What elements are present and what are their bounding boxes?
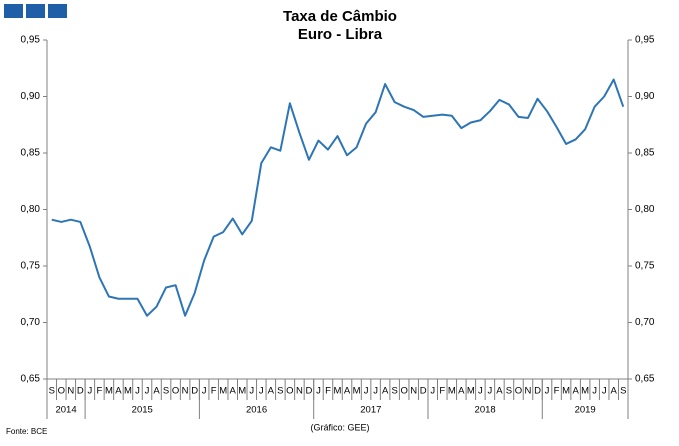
y2-tick-label: 0,75 [635, 261, 655, 272]
x-tick-label: A [611, 386, 618, 397]
credit-note: (Gráfico: GEE) [310, 422, 369, 432]
x-tick-label: F [554, 386, 560, 397]
x-tick-label: D [191, 386, 198, 397]
y2-tick-label: 0,70 [635, 317, 655, 328]
x-tick-label: A [458, 386, 465, 397]
x-tick-label: J [364, 386, 369, 397]
x-tick-label: F [439, 386, 445, 397]
x-tick-label: O [400, 386, 407, 397]
x-tick-label: S [391, 386, 397, 397]
y-tick-label: 0,65 [21, 374, 41, 385]
x-tick-label: A [496, 386, 503, 397]
year-label: 2014 [55, 405, 76, 416]
year-label: 2015 [132, 405, 153, 416]
logo-block [4, 4, 23, 18]
y-tick-label: 0,70 [21, 317, 41, 328]
x-tick-label: J [135, 386, 140, 397]
x-tick-label: J [430, 386, 435, 397]
x-tick-label: M [562, 386, 570, 397]
x-tick-label: J [488, 386, 493, 397]
x-tick-label: A [115, 386, 122, 397]
x-tick-label: A [153, 386, 160, 397]
y-tick-label: 0,85 [21, 148, 41, 159]
source-note: Fonte: BCE [6, 427, 47, 436]
x-tick-label: J [316, 386, 321, 397]
y2-tick-label: 0,95 [635, 35, 655, 46]
x-tick-label: D [305, 386, 312, 397]
x-tick-label: M [581, 386, 589, 397]
year-label: 2017 [360, 405, 381, 416]
x-tick-label: A [382, 386, 389, 397]
x-tick-label: J [87, 386, 92, 397]
x-tick-label: M [448, 386, 456, 397]
x-tick-label: D [420, 386, 427, 397]
y2-tick-label: 0,80 [635, 204, 655, 215]
x-tick-label: M [105, 386, 113, 397]
y2-tick-label: 0,90 [635, 91, 655, 102]
x-tick-label: O [172, 386, 179, 397]
x-tick-label: J [249, 386, 254, 397]
y-tick-label: 0,75 [21, 261, 41, 272]
x-tick-label: A [572, 386, 579, 397]
x-tick-label: D [77, 386, 84, 397]
x-tick-label: J [545, 386, 550, 397]
y2-tick-label: 0,85 [635, 148, 655, 159]
year-label: 2018 [475, 405, 496, 416]
x-tick-label: O [286, 386, 293, 397]
x-tick-label: N [182, 386, 189, 397]
x-tick-label: D [534, 386, 541, 397]
x-tick-label: S [506, 386, 512, 397]
y-tick-label: 0,90 [21, 91, 41, 102]
x-tick-label: M [124, 386, 132, 397]
x-tick-label: O [58, 386, 65, 397]
year-label: 2019 [575, 405, 596, 416]
x-tick-label: J [145, 386, 150, 397]
x-tick-label: M [219, 386, 227, 397]
x-tick-label: M [334, 386, 342, 397]
x-tick-label: J [478, 386, 483, 397]
x-tick-label: J [202, 386, 207, 397]
x-tick-label: J [602, 386, 607, 397]
x-tick-label: S [620, 386, 626, 397]
data-line [51, 78, 625, 317]
x-tick-label: F [325, 386, 331, 397]
x-tick-label: N [296, 386, 303, 397]
y-tick-label: 0,95 [21, 35, 41, 46]
x-tick-label: O [515, 386, 522, 397]
x-tick-label: S [277, 386, 283, 397]
x-tick-label: A [230, 386, 237, 397]
x-tick-label: J [592, 386, 597, 397]
x-tick-label: A [268, 386, 275, 397]
logo-block [48, 4, 67, 18]
x-tick-label: F [96, 386, 102, 397]
logo-block [26, 4, 45, 18]
x-tick-label: J [373, 386, 378, 397]
year-label: 2016 [246, 405, 267, 416]
y2-tick-label: 0,65 [635, 374, 655, 385]
x-tick-label: A [344, 386, 351, 397]
x-tick-label: M [238, 386, 246, 397]
x-tick-label: S [49, 386, 55, 397]
chart-title: Taxa de Câmbio [283, 8, 397, 25]
chart-subtitle: Euro - Libra [298, 26, 383, 43]
x-tick-label: M [467, 386, 475, 397]
x-tick-label: F [211, 386, 217, 397]
x-tick-label: J [259, 386, 264, 397]
y-tick-label: 0,80 [21, 204, 41, 215]
x-tick-label: S [163, 386, 169, 397]
x-tick-label: N [410, 386, 417, 397]
x-tick-label: M [353, 386, 361, 397]
x-tick-label: N [67, 386, 74, 397]
x-tick-label: N [525, 386, 532, 397]
